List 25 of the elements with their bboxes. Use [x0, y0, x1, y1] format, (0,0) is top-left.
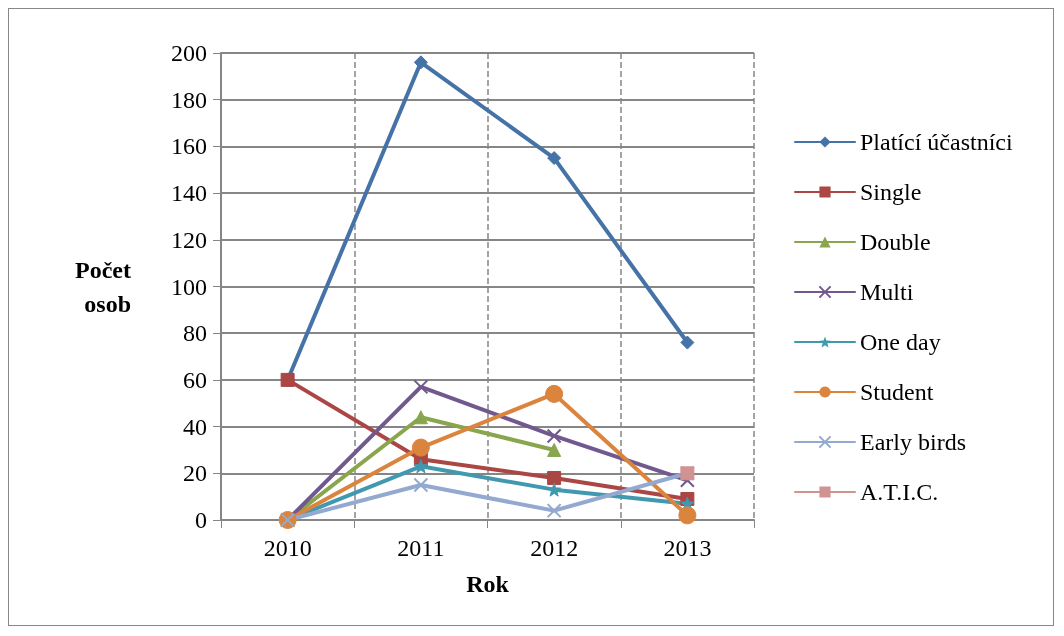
- legend-label: One day: [860, 329, 941, 355]
- legend-label: Single: [860, 179, 922, 205]
- x-tick-label: 2010: [263, 535, 312, 561]
- y-tick-label: 200: [171, 40, 207, 66]
- y-axis-title: Počet osob: [75, 256, 131, 317]
- y-tick-label: 0: [195, 507, 207, 533]
- y-tick-label: 160: [171, 133, 207, 160]
- x-tick-label: 2013: [663, 535, 712, 561]
- legend-label: Platící účastníci: [860, 129, 1013, 155]
- y-tick-label: 80: [183, 320, 207, 347]
- x-axis-title: Rok: [466, 571, 510, 597]
- y-tick-label: 180: [171, 86, 207, 113]
- legend-label: A.T.I.C.: [860, 479, 939, 505]
- y-tick-label: 20: [183, 460, 207, 487]
- y-tick-label: 140: [171, 180, 207, 207]
- y-tick-label: 120: [171, 226, 207, 253]
- legend-label: Student: [860, 379, 934, 405]
- y-tick-label: 40: [183, 413, 207, 440]
- y-tick-label: 100: [171, 273, 207, 300]
- x-tick-label: 2012: [530, 535, 579, 561]
- legend-label: Double: [860, 229, 931, 255]
- legend-label: Multi: [860, 279, 914, 305]
- x-tick-label: 2011: [397, 535, 445, 561]
- y-tick-label: 60: [183, 366, 207, 393]
- legend-label: Early birds: [860, 429, 966, 455]
